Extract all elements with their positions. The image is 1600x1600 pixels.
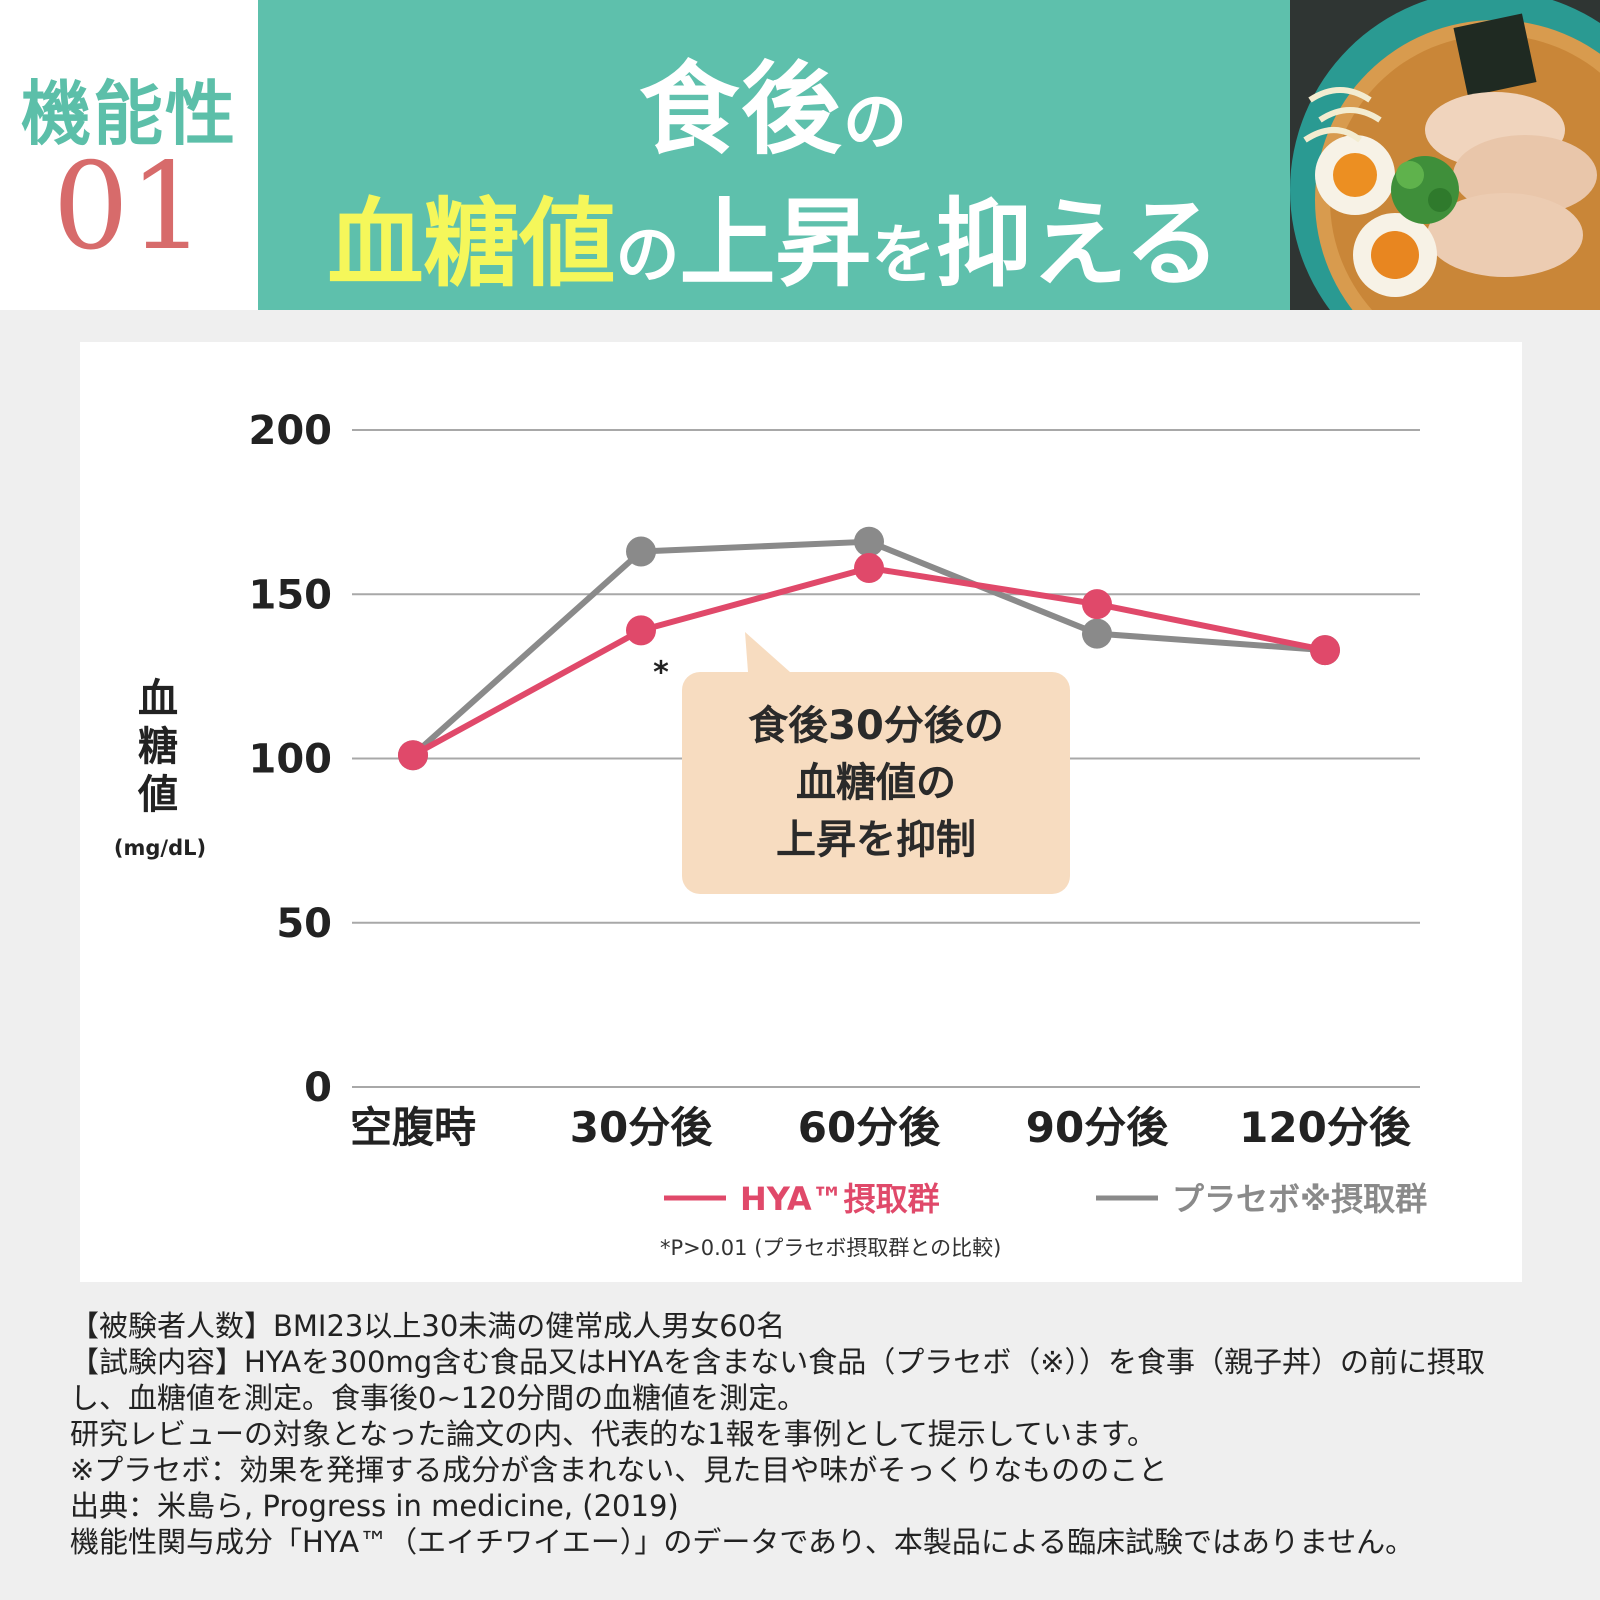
series-point xyxy=(626,536,656,567)
series-point xyxy=(1082,618,1112,649)
legend-label: プラセボ※摂取群 xyxy=(1172,1180,1427,1218)
y-tick-label: 50 xyxy=(276,901,332,947)
y-axis-unit: (mg/dL) xyxy=(114,836,206,860)
legend: HYA™摂取群 プラセボ※摂取群 *P>0.01 (プラセボ摂取群との比較) xyxy=(660,1180,1427,1260)
function-badge: 機能性 01 xyxy=(0,0,258,310)
y-tick-label: 0 xyxy=(304,1065,332,1111)
series-point xyxy=(854,552,884,583)
series-point xyxy=(398,740,428,771)
badge-number: 01 xyxy=(52,138,206,277)
badge-label: 機能性 xyxy=(21,73,237,155)
series-point xyxy=(1082,589,1112,620)
y-tick-label: 100 xyxy=(249,737,333,783)
note-line: し、血糖値を測定。食事後0~120分間の血糖値を測定。 xyxy=(70,1381,807,1415)
chart-card: 200 150 100 50 0 血糖値 (mg/dL) 空腹時 30分後 60分後 90分後 1… xyxy=(80,342,1522,1282)
callout-line: 食後30分後の xyxy=(748,703,1004,749)
callout-line: 血糖値の xyxy=(796,760,956,806)
title-particle-wo: を xyxy=(871,219,936,293)
title-line-1: 食後の xyxy=(258,28,1290,173)
note-line: 【試験内容】HYAを300mg含む食品又はHYAを含まない食品（プラセボ（※））… xyxy=(70,1345,1486,1379)
title-particle-no: の xyxy=(843,86,909,160)
series-point xyxy=(1310,635,1340,666)
x-tick-label: 120分後 xyxy=(1239,1103,1412,1152)
note-line: 出典：米島ら, Progress in medicine, (2019) xyxy=(70,1489,679,1523)
series-layer: * xyxy=(398,526,1340,771)
x-tick-label: 空腹時 xyxy=(350,1103,476,1152)
note-line: ※プラセボ：効果を発揮する成分が含まれない、見た目や味がそっくりなもののこと xyxy=(70,1453,1168,1487)
note-line: 機能性関与成分「HYA™（エイチワイエー）」のデータであり、本製品による臨床試験… xyxy=(70,1525,1415,1559)
y-axis-label-char: 糖 xyxy=(138,724,178,770)
note-line: 研究レビューの対象となった論文の内、代表的な1報を事例として提示しています。 xyxy=(70,1417,1156,1451)
y-axis-label-char: 血 xyxy=(138,676,178,722)
title-word-rise: 上昇 xyxy=(679,188,872,300)
y-axis-label: 血糖値 (mg/dL) xyxy=(114,676,206,860)
x-tick-label: 60分後 xyxy=(798,1103,941,1152)
x-tick-labels: 空腹時 30分後 60分後 90分後 120分後 xyxy=(350,1103,1412,1152)
legend-label: HYA™摂取群 xyxy=(740,1180,940,1218)
callout-box xyxy=(682,672,1070,894)
ramen-bowl-illustration xyxy=(1290,0,1600,310)
title-highlight-blood-sugar: 血糖値 xyxy=(327,188,616,300)
grid-layer xyxy=(352,429,1420,1088)
significance-marker: * xyxy=(653,655,669,690)
note-line: 【被験者人数】BMI23以上30未満の健常成人男女60名 xyxy=(70,1309,786,1343)
y-tick-label: 200 xyxy=(249,408,333,454)
series-point xyxy=(854,526,884,557)
callout-tail xyxy=(745,632,790,672)
title-word-shokugo: 食後 xyxy=(639,51,843,168)
footnote: *P>0.01 (プラセボ摂取群との比較) xyxy=(660,1236,1001,1260)
x-tick-label: 30分後 xyxy=(570,1103,713,1152)
ramen-photo xyxy=(1290,0,1600,310)
callout-line: 上昇を抑制 xyxy=(776,817,976,863)
header: 機能性 01 食後の 血糖値の上昇を抑える xyxy=(0,0,1600,310)
title-band: 食後の 血糖値の上昇を抑える xyxy=(258,0,1290,310)
blood-glucose-chart: 200 150 100 50 0 血糖値 (mg/dL) 空腹時 30分後 60分後 90分後 1… xyxy=(114,408,1427,1260)
x-tick-label: 90分後 xyxy=(1026,1103,1169,1152)
y-axis-label-char: 値 xyxy=(137,772,178,818)
title-particle-no-2: の xyxy=(615,219,680,293)
y-tick-label: 150 xyxy=(249,572,333,618)
series-point xyxy=(626,615,656,646)
title-word-suppress: 抑える xyxy=(935,188,1221,300)
title-line-2: 血糖値の上昇を抑える xyxy=(258,166,1290,305)
study-notes: 【被験者人数】BMI23以上30未満の健常成人男女60名 【試験内容】HYAを3… xyxy=(70,1308,1570,1560)
y-tick-labels: 200 150 100 50 0 xyxy=(249,408,333,1111)
